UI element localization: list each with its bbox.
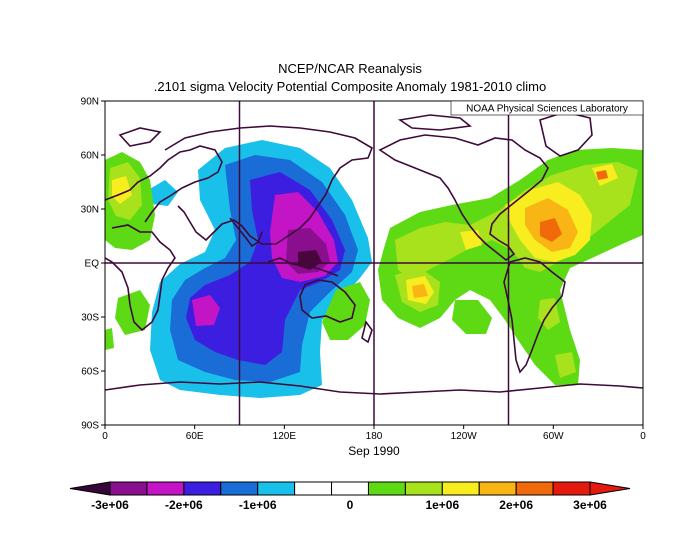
lat-tick-label: 30S: [81, 313, 99, 324]
anomaly-field: [105, 140, 643, 398]
colorbar-swatch: [146, 481, 185, 496]
positive-anomaly-region: [540, 218, 562, 242]
lon-tick-label: 60W: [543, 431, 564, 442]
lon-tick-label: 0: [640, 431, 646, 442]
colorbar-swatch: [478, 481, 517, 496]
colorbar-swatch: [441, 481, 480, 496]
lon-tick-label: 0: [102, 431, 108, 442]
lat-tick-label: 60S: [81, 367, 99, 378]
colorbar-swatch: [552, 481, 591, 496]
colorbar-label: -2e+06: [165, 498, 203, 512]
date-label: Sep 1990: [348, 444, 400, 458]
coastlines: [105, 111, 643, 395]
coastline-india: [229, 217, 263, 248]
coastline-arctic: [118, 127, 162, 147]
coastline-africa: [105, 224, 176, 332]
colorbar-swatch: [220, 481, 259, 496]
lat-tick-label: 60N: [81, 151, 99, 162]
longitude-axis: 0 60E 120E 180 120W 60W 0: [102, 425, 646, 442]
coastline-south-america: [503, 257, 566, 374]
colorbar-swatch: [257, 481, 296, 496]
negative-anomaly-region: [192, 295, 220, 326]
map-title: NCEP/NCAR Reanalysis: [278, 61, 422, 76]
colorbar-label: -3e+06: [91, 498, 129, 512]
colorbar-swatch: [331, 481, 369, 496]
colorbar-swatch: [515, 481, 554, 496]
positive-anomaly-region: [112, 176, 132, 204]
coastline-australia: [299, 279, 356, 323]
lat-tick-label: 30N: [81, 205, 99, 216]
coastline-asia: [164, 125, 373, 245]
lat-tick-label: 90N: [81, 97, 99, 108]
negative-anomaly-region: [148, 180, 178, 206]
coastline-greenland: [539, 111, 593, 157]
map-subtitle: .2101 sigma Velocity Potential Composite…: [153, 79, 547, 94]
colorbar-swatch: [404, 481, 443, 496]
coastline-antarctica: [105, 381, 643, 395]
positive-anomaly-region: [105, 328, 114, 350]
negative-anomaly-region: [298, 250, 322, 270]
positive-anomaly-region: [452, 300, 492, 334]
colorbar-swatch: [183, 481, 222, 496]
positive-anomaly-region: [596, 170, 608, 180]
lat-tick-label: 90S: [81, 421, 99, 432]
colorbar-label: 0: [347, 498, 354, 512]
coastline-indonesia: [267, 257, 339, 277]
lon-tick-label: 60E: [186, 431, 204, 442]
coastline-north-america: [378, 134, 549, 262]
colorbar-swatch: [294, 481, 333, 496]
lat-tick-label: EQ: [85, 259, 100, 270]
colorbar-swatch: [109, 481, 148, 496]
lon-tick-label: 120W: [451, 431, 478, 442]
credit-label: NOAA Physical Sciences Laboratory: [466, 104, 628, 115]
colorbar: -3e+06 -2e+06 -1e+06 0 1e+06 2e+06 3e+06: [69, 481, 631, 512]
positive-anomaly-region: [412, 284, 428, 298]
latitude-axis: 90N 60N 30N EQ 30S 60S 90S: [81, 97, 105, 432]
colorbar-label: -1e+06: [239, 498, 277, 512]
colorbar-swatch: [367, 481, 406, 496]
grid-lines: [105, 101, 643, 425]
colorbar-label: 2e+06: [499, 498, 533, 512]
colorbar-arrow-right: [589, 481, 631, 496]
positive-anomaly-region: [322, 282, 370, 340]
colorbar-arrow-left: [69, 481, 111, 496]
colorbar-label: 1e+06: [425, 498, 459, 512]
coastline-arctic: [397, 114, 472, 131]
colorbar-label: 3e+06: [573, 498, 607, 512]
coastline-europe: [105, 145, 223, 223]
positive-anomaly-region: [484, 258, 510, 292]
positive-anomaly-region: [555, 352, 576, 378]
coastline-new-zealand: [361, 320, 373, 344]
lon-tick-label: 120E: [273, 431, 297, 442]
credit-box: [450, 100, 644, 116]
lon-tick-label: 180: [366, 431, 383, 442]
